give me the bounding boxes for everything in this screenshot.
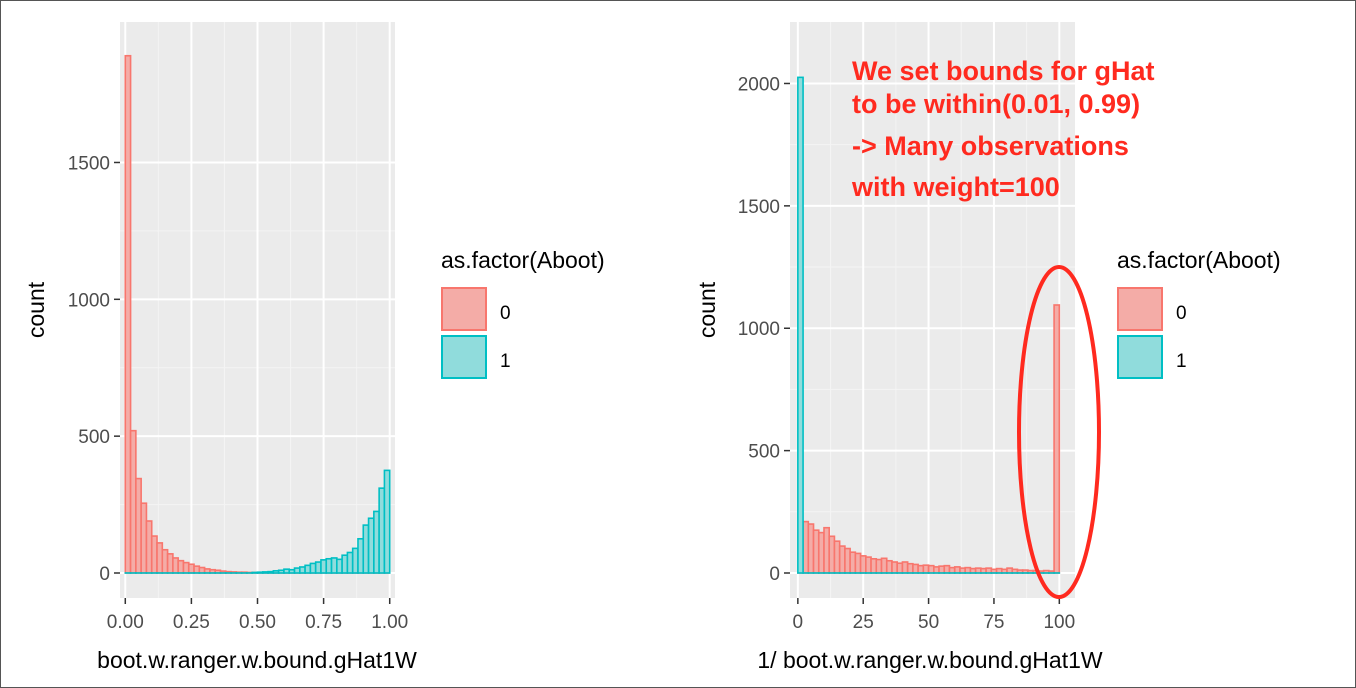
right-x-axis-title: 1/ boot.w.ranger.w.bound.gHat1W — [757, 647, 1103, 673]
y-tick-label: 0 — [99, 564, 110, 585]
x-tick-label: 75 — [983, 612, 1004, 633]
highlight-ellipse — [1017, 265, 1101, 599]
left-y-axis: 0 500 1000 1500 — [68, 153, 120, 585]
left-bars — [124, 54, 391, 574]
left-legend-label-0: 0 — [500, 303, 511, 324]
right-y-axis: 0 500 1000 1500 2000 — [738, 74, 790, 585]
bar-series-1 — [797, 76, 804, 574]
annotation: We set bounds for gHat to be within(0.01… — [851, 56, 1155, 599]
right-panel-background — [790, 22, 1075, 598]
right-x-axis: 0 25 50 75 100 — [793, 598, 1075, 633]
x-tick-label: 0.50 — [239, 612, 276, 633]
right-bars — [797, 76, 1061, 574]
y-tick-label: 1000 — [738, 319, 780, 340]
left-histogram: 0 500 1000 1500 0.00 0.25 0.50 0.75 1.00 boot.w… — [23, 22, 605, 673]
right-histogram: 0 500 1000 1500 2000 0 25 50 75 100 1/ boot.w.ra… — [694, 22, 1281, 673]
x-tick-label: 0.75 — [305, 612, 342, 633]
bar-series-0 — [1053, 304, 1061, 574]
right-legend-label-0: 0 — [1176, 303, 1187, 324]
y-tick-label: 2000 — [738, 74, 780, 95]
left-y-axis-title: count — [23, 281, 49, 338]
right-legend-key-1 — [1117, 335, 1163, 379]
left-legend-title: as.factor(Aboot) — [441, 247, 605, 273]
right-y-axis-title: count — [694, 281, 720, 338]
left-x-axis-title: boot.w.ranger.w.bound.gHat1W — [97, 647, 417, 673]
x-tick-label: 0.00 — [107, 612, 144, 633]
annotation-line-2: to be within(0.01, 0.99) — [852, 89, 1140, 119]
left-legend-key-0 — [441, 287, 487, 331]
left-legend-label-1: 1 — [500, 351, 511, 372]
left-x-axis: 0.00 0.25 0.50 0.75 1.00 — [107, 598, 408, 633]
y-tick-label: 500 — [748, 442, 780, 463]
y-tick-label: 0 — [769, 564, 780, 585]
right-legend-title: as.factor(Aboot) — [1117, 247, 1281, 273]
y-tick-label: 1500 — [68, 153, 110, 174]
left-legend: as.factor(Aboot) 0 1 — [441, 247, 605, 379]
annotation-line-1: We set bounds for gHat — [852, 56, 1155, 86]
x-tick-label: 50 — [918, 612, 939, 633]
x-tick-label: 1.00 — [371, 612, 408, 633]
left-legend-key-1 — [441, 335, 487, 379]
x-tick-label: 25 — [853, 612, 874, 633]
y-tick-label: 500 — [78, 427, 110, 448]
bar-series-1 — [383, 469, 391, 574]
annotation-line-4: with weight=100 — [851, 172, 1060, 202]
x-tick-label: 100 — [1043, 612, 1075, 633]
right-legend-label-1: 1 — [1176, 351, 1187, 372]
y-tick-label: 1000 — [68, 290, 110, 311]
right-legend-key-0 — [1117, 287, 1163, 331]
x-tick-label: 0 — [793, 612, 804, 633]
right-legend: as.factor(Aboot) 0 1 — [1117, 247, 1281, 379]
x-tick-label: 0.25 — [173, 612, 210, 633]
annotation-line-3: -> Many observations — [852, 131, 1129, 161]
left-grid — [120, 22, 395, 598]
y-tick-label: 1500 — [738, 197, 780, 218]
